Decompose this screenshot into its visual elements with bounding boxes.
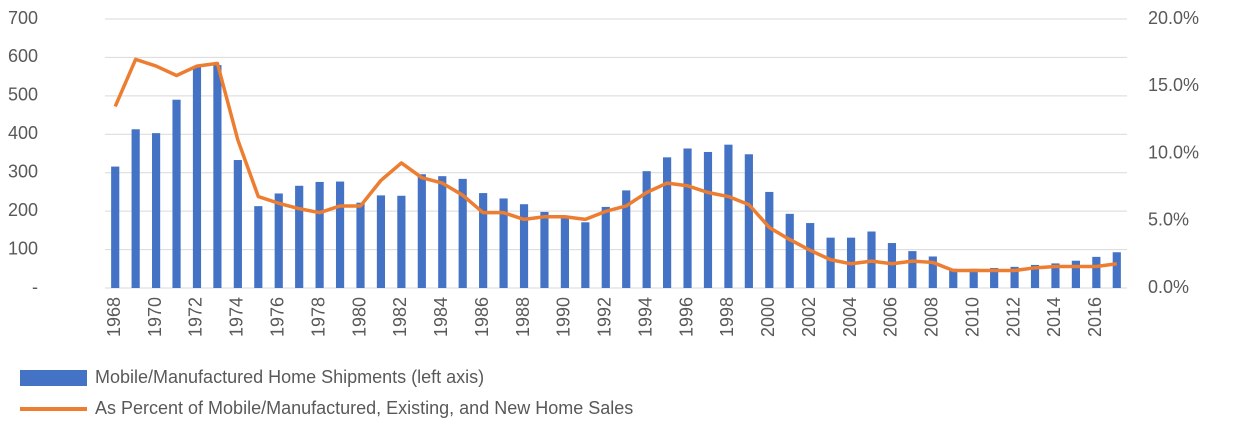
x-tick-label: 2008 [922,297,942,337]
bar [908,251,917,288]
x-tick-label: 2014 [1044,297,1064,337]
x-tick-label: 1990 [554,297,574,337]
legend-label: Mobile/Manufactured Home Shipments (left… [95,367,484,387]
bar [1092,256,1101,288]
bar [254,206,263,288]
bar [622,190,631,288]
x-tick-label: 2002 [799,297,819,337]
bar [785,213,794,288]
x-tick-label: 1996 [676,297,696,337]
bar [724,144,733,288]
bar [417,174,426,288]
bar [1010,266,1019,288]
bar [152,133,161,288]
x-tick-label: 2004 [840,297,860,337]
x-tick-label: 1976 [267,297,287,337]
bar [949,268,958,288]
y-tick-label: 300 [8,161,38,181]
bar [438,176,447,288]
x-tick-label: 1998 [717,297,737,337]
bar [1071,260,1080,288]
x-tick-label: 1986 [472,297,492,337]
y2-tick-label: 10.0% [1148,142,1199,162]
x-tick-label: 1978 [308,297,328,337]
bar [1112,252,1121,288]
bar [560,215,569,288]
x-tick-label: 1988 [513,297,533,337]
bar [479,193,488,288]
bar [274,193,283,288]
bar [581,222,590,288]
bar [192,66,202,288]
y-tick-label: 700 [8,8,38,28]
bar [499,198,508,288]
bar [642,171,651,288]
y-tick-label: 200 [8,200,38,220]
bar [765,191,774,288]
x-tick-label: 2006 [881,297,901,337]
bar [806,223,815,288]
y-tick-label: 100 [8,238,38,258]
y-tick-label: 400 [8,123,38,143]
bar [131,129,140,288]
bar [928,256,937,288]
bar [663,157,672,288]
bar [335,181,345,288]
x-tick-label: 2016 [1085,297,1105,337]
bar [969,268,978,288]
legend-swatch [20,370,87,386]
bar [519,204,529,288]
bar [601,206,610,288]
x-tick-label: 2000 [758,297,778,337]
x-tick-label: 2012 [1003,297,1023,337]
y-tick-label: - [32,277,38,297]
x-tick-label: 2010 [962,297,982,337]
bar [458,178,467,288]
y2-tick-label: 15.0% [1148,75,1199,95]
bar [703,151,713,288]
x-tick-label: 1994 [635,297,655,337]
bar [213,65,222,288]
y2-tick-label: 0.0% [1148,277,1189,297]
x-tick-label: 1980 [349,297,369,337]
bar [376,195,386,288]
legend-label: As Percent of Mobile/Manufactured, Exist… [95,398,633,418]
bar [172,99,181,288]
bar [540,211,549,288]
x-tick-label: 1968 [104,297,124,337]
bar [295,185,304,288]
x-tick-label: 1972 [186,297,206,337]
x-tick-label: 1992 [595,297,615,337]
bar [356,202,365,288]
x-tick-label: 1974 [227,297,247,337]
bar [315,181,324,288]
bar [1030,264,1040,288]
bar [233,160,242,288]
y-tick-label: 500 [8,85,38,105]
x-tick-label: 1984 [431,297,451,337]
y2-tick-label: 5.0% [1148,210,1189,230]
x-tick-label: 1982 [390,297,410,337]
line [113,57,1118,273]
bar [397,195,406,288]
bar [826,237,835,288]
bar [744,154,753,288]
bar [990,268,999,288]
y2-tick-label: 20.0% [1148,8,1199,28]
y-tick-label: 600 [8,46,38,66]
x-tick-label: 1970 [145,297,165,337]
bar [111,166,120,288]
bar [683,148,692,288]
bar [1051,263,1060,288]
